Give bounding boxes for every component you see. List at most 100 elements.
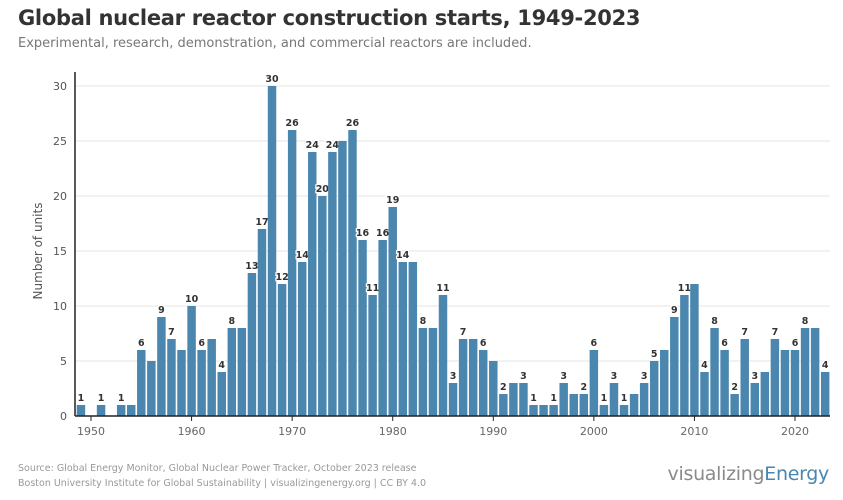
bar-1981 [398,262,407,416]
data-label-1949: 1 [78,393,85,404]
data-label-2016: 3 [751,371,758,382]
data-label-1974: 24 [326,140,340,151]
data-label-1970: 26 [286,118,300,129]
data-label-1958: 7 [168,327,175,338]
credit-note: Boston University Institute for Global S… [18,478,427,489]
bar-2014 [730,394,739,416]
bar-1974 [328,152,337,416]
bar-1995 [539,405,548,416]
bar-2011 [700,372,709,416]
data-label-1963: 4 [218,360,225,371]
x-tick-label: 2020 [781,425,809,438]
bar-1993 [519,383,528,416]
data-label-1987: 7 [460,327,467,338]
data-label-1971: 14 [296,250,310,261]
x-tick-label: 2000 [580,425,608,438]
bar-2002 [609,383,619,416]
bar-1958 [167,339,176,416]
chart-title: Global nuclear reactor construction star… [18,6,641,30]
data-label-2008: 9 [671,305,678,316]
data-label-1976: 26 [346,118,360,129]
data-label-1957: 9 [158,305,165,316]
data-label-2000: 6 [591,338,598,349]
bar-1953 [116,405,126,416]
data-label-1986: 3 [450,371,457,382]
data-label-1989: 6 [480,338,487,349]
bar-2021 [800,328,810,416]
y-tick-label: 10 [53,300,67,313]
bar-1971 [297,262,307,416]
data-label-2023: 4 [822,360,829,371]
y-axis-label: Number of units [31,203,45,300]
y-tick-label: 15 [53,245,67,258]
data-label-1967: 17 [255,217,268,228]
bar-1956 [147,361,156,416]
logo-part2: Energy [764,463,829,485]
bar-2005 [639,383,649,416]
visualizing-energy-logo: visualizingEnergy [667,463,830,485]
source-note: Source: Global Energy Monitor, Global Nu… [18,463,417,474]
bar-1980 [388,207,397,416]
bar-1985 [438,295,448,416]
bar-1967 [257,229,267,416]
bar-1986 [448,383,458,416]
bar-2007 [660,350,669,416]
bar-2013 [720,350,729,416]
data-label-1955: 6 [138,338,145,349]
data-label-2012: 8 [711,316,718,327]
bar-1987 [458,339,468,416]
data-label-2014: 2 [731,382,738,393]
data-label-1994: 1 [530,393,537,404]
data-label-1960: 10 [185,294,199,305]
bar-1973 [318,196,327,416]
x-tick-label: 1950 [77,425,105,438]
data-label-1985: 11 [436,283,449,294]
data-label-1966: 13 [245,261,258,272]
data-label-1996: 1 [550,393,557,404]
bar-1954 [127,405,136,416]
bar-2015 [740,339,749,416]
data-label-2013: 6 [721,338,728,349]
x-tick-label: 1960 [178,425,206,438]
data-label-2021: 8 [802,316,809,327]
bar-2017 [760,372,770,416]
x-tick-label: 1990 [479,425,507,438]
data-label-1953: 1 [118,393,125,404]
data-label-1961: 6 [198,338,205,349]
bar-1999 [579,394,589,416]
data-label-1991: 2 [500,382,507,393]
bar-2016 [750,383,759,416]
bar-2003 [619,405,629,416]
bar-1992 [509,383,518,416]
data-label-1972: 24 [306,140,320,151]
bar-1996 [549,405,558,416]
bar-1982 [408,262,418,416]
data-label-1964: 8 [228,316,235,327]
bar-2000 [589,350,599,416]
bar-1957 [157,317,166,416]
data-label-2005: 3 [641,371,648,382]
bar-1983 [418,328,428,416]
bar-1960 [187,306,196,416]
bar-1984 [428,328,438,416]
bar-1998 [569,394,578,416]
bar-1989 [479,350,488,416]
bar-1961 [197,350,206,416]
bar-1963 [217,372,226,416]
bar-2018 [770,339,780,416]
bar-2004 [629,394,639,416]
bar-2020 [790,350,800,416]
bar-1969 [277,284,287,416]
data-label-1999: 2 [580,382,587,393]
bar-2023 [820,372,830,416]
data-label-1993: 3 [520,371,527,382]
data-label-2015: 7 [741,327,748,338]
bar-2001 [599,405,609,416]
logo-part1: visualizing [667,463,765,485]
bar-1962 [207,339,216,416]
data-label-2003: 1 [621,393,628,404]
bar-1990 [489,361,498,416]
bar-2019 [780,350,790,416]
bar-1959 [177,350,186,416]
